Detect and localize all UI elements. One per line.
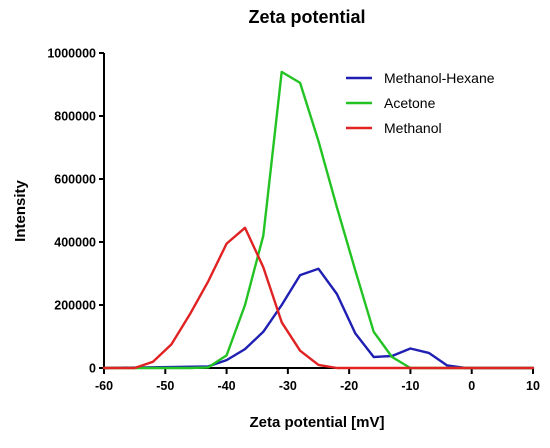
axes: 0 200000 400000 600000 800000 1000000 -60 -50 -4…	[47, 47, 540, 394]
y-tick-label: 200000	[54, 299, 96, 313]
y-tick-label: 400000	[54, 236, 96, 250]
legend: Methanol-Hexane Acetone Methanol	[346, 70, 495, 136]
y-tick-label: 0	[89, 362, 96, 376]
x-tick-label: -50	[156, 379, 174, 393]
series-layer	[102, 70, 535, 370]
series-line-acetone	[102, 70, 535, 370]
series-line-methanol-hexane	[102, 267, 535, 370]
y-tick-label: 1000000	[47, 47, 96, 61]
x-tick-label: -20	[340, 379, 358, 393]
chart-title: Zeta potential	[248, 7, 365, 27]
x-tick-label: 0	[468, 379, 475, 393]
x-tick-label: -60	[95, 379, 113, 393]
x-tick-label: -40	[218, 379, 236, 393]
legend-label-acetone: Acetone	[384, 95, 436, 111]
x-axis-label: Zeta potential [mV]	[249, 414, 384, 431]
series-line-methanol	[102, 226, 535, 370]
legend-label-methanol: Methanol	[384, 120, 442, 136]
x-tick-label: 10	[526, 379, 540, 393]
y-tick-label: 600000	[54, 173, 96, 187]
y-tick-label: 800000	[54, 110, 96, 124]
x-tick-label: -30	[279, 379, 297, 393]
y-axis-label: Intensity	[12, 180, 29, 242]
legend-label-methanol-hexane: Methanol-Hexane	[384, 70, 495, 86]
x-tick-label: -10	[401, 379, 419, 393]
